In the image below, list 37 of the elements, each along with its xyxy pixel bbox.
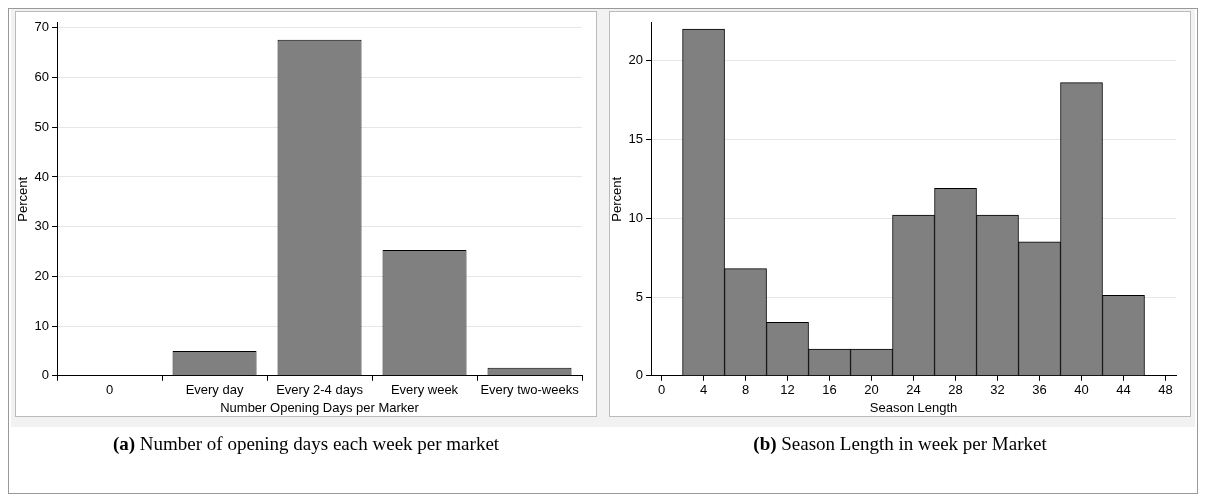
x-tick-label: 44 bbox=[1116, 382, 1131, 398]
y-tick-label: 50 bbox=[34, 118, 50, 134]
y-tick-label: 30 bbox=[34, 218, 50, 234]
x-tick-label: Every 2-4 days bbox=[276, 382, 364, 398]
y-tick-label: 20 bbox=[34, 267, 50, 283]
text: (b) Season Length in week per Market bbox=[753, 433, 1047, 454]
y-axis-title: Percent bbox=[15, 176, 31, 222]
y-tick-label: 60 bbox=[34, 69, 50, 85]
x-tick-label: 32 bbox=[990, 382, 1005, 398]
x-tick-label: 12 bbox=[780, 382, 795, 398]
y-tick-label: 40 bbox=[34, 168, 50, 184]
x-tick-label: Every week bbox=[390, 382, 459, 398]
y-tick-label: 70 bbox=[34, 19, 50, 35]
x-tick-label: 16 bbox=[822, 382, 837, 398]
y-axis-title: Percent bbox=[609, 176, 625, 222]
x-tick-label: 48 bbox=[1158, 382, 1173, 398]
x-tick-label: 24 bbox=[906, 382, 921, 398]
x-tick-label: 0 bbox=[105, 382, 114, 398]
y-tick-label: 0 bbox=[635, 367, 644, 383]
y-tick-label: 0 bbox=[41, 367, 50, 383]
x-tick-label: 0 bbox=[657, 382, 666, 398]
x-tick-label: 40 bbox=[1074, 382, 1089, 398]
y-tick-label: 10 bbox=[34, 317, 50, 333]
x-tick-label: 8 bbox=[741, 382, 750, 398]
x-tick-label: 28 bbox=[948, 382, 963, 398]
x-tick-label: Every two-weeks bbox=[480, 382, 580, 398]
y-tick-label: 15 bbox=[628, 130, 644, 146]
x-axis-title: Number Opening Days per Marker bbox=[220, 399, 420, 415]
x-tick-label: 36 bbox=[1032, 382, 1047, 398]
y-tick-label: 10 bbox=[628, 209, 644, 225]
x-tick-label: Every day bbox=[185, 382, 244, 398]
x-tick-label: 4 bbox=[699, 382, 708, 398]
x-axis-title: Season Length bbox=[869, 399, 958, 415]
y-tick-label: 5 bbox=[635, 288, 644, 304]
y-tick-label: 20 bbox=[628, 52, 644, 68]
text: (a) Number of opening days each week per market bbox=[112, 433, 500, 454]
x-tick-label: 20 bbox=[864, 382, 879, 398]
